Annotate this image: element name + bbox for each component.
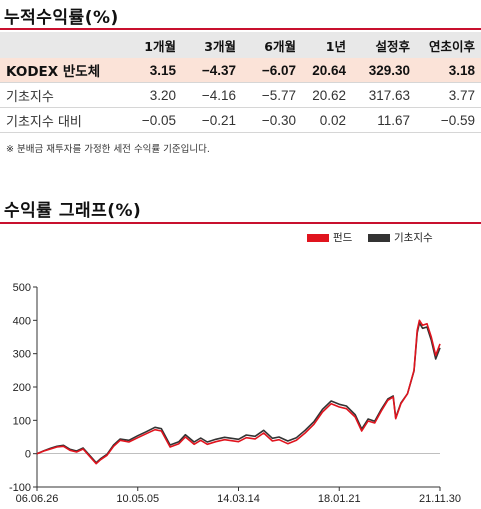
cell-value: −0.30 (242, 107, 302, 133)
y-tick-label: 400 (13, 315, 31, 327)
row-label: 기초지수 (0, 82, 124, 108)
legend-swatch-fund (307, 233, 329, 242)
y-tick-label: -100 (9, 482, 31, 494)
row-label: 기초지수 대비 (0, 107, 124, 133)
table-row-base-index: 기초지수 3.20 −4.16 −5.77 20.62 317.63 3.77 (0, 82, 481, 108)
row-label: KODEX 반도체 (0, 58, 124, 83)
column-header: 3개월 (182, 32, 242, 58)
footnote: ※ 분배금 재투자를 가정한 세전 수익률 기준입니다. (6, 144, 210, 155)
cell-value: −0.21 (182, 107, 242, 133)
legend-item-fund: 펀드 (307, 230, 352, 245)
table-row-kodex-semiconductor: KODEX 반도체 3.15 −4.37 −6.07 20.64 329.30 … (0, 58, 481, 83)
cell-value: −0.05 (124, 107, 182, 133)
cell-value: 20.62 (302, 82, 352, 108)
returns-table-header: 1개월 3개월 6개월 1년 설정후 연초이후 (0, 32, 481, 58)
legend-label-index: 기초지수 (394, 232, 433, 244)
column-header: 1년 (302, 32, 352, 58)
table-title-rule (0, 28, 481, 30)
column-header: 설정후 (352, 32, 416, 58)
legend-label-fund: 펀드 (333, 232, 353, 244)
x-tick-label: 06.06.26 (16, 493, 59, 505)
y-tick-label: 200 (13, 382, 31, 394)
cell-value: 317.63 (352, 82, 416, 108)
cell-value: −4.37 (182, 58, 242, 83)
x-tick-label: 10.05.05 (116, 493, 159, 505)
returns-table: 1개월 3개월 6개월 1년 설정후 연초이후 KODEX 반도체 3.15 −… (0, 32, 481, 133)
cell-value: −0.59 (416, 107, 481, 133)
table-title: 누적수익률(%) (4, 8, 119, 28)
cell-value: 329.30 (352, 58, 416, 83)
cell-value: 3.18 (416, 58, 481, 83)
y-tick-label: 500 (13, 282, 31, 294)
cell-value: 0.02 (302, 107, 352, 133)
header-blank-cell (0, 32, 124, 58)
cell-value: 20.64 (302, 58, 352, 83)
y-tick-label: 0 (25, 449, 31, 461)
cell-value: 3.15 (124, 58, 182, 83)
column-header: 6개월 (242, 32, 302, 58)
x-tick-label: 21.11.30 (419, 493, 461, 505)
cell-value: −5.77 (242, 82, 302, 108)
x-tick-label: 14.03.14 (217, 493, 260, 505)
cell-value: 3.20 (124, 82, 182, 108)
cell-value: −4.16 (182, 82, 242, 108)
x-tick-label: 18.01.21 (318, 493, 361, 505)
cell-value: −6.07 (242, 58, 302, 83)
fund-series-line (36, 319, 441, 465)
cell-value: 3.77 (416, 82, 481, 108)
column-header: 1개월 (124, 32, 182, 58)
table-row-vs-base-index: 기초지수 대비 −0.05 −0.21 −0.30 0.02 11.67 −0.… (0, 107, 481, 133)
graph-title-rule (0, 222, 481, 224)
column-header: 연초이후 (416, 32, 481, 58)
y-tick-label: 100 (13, 415, 31, 427)
cell-value: 11.67 (352, 107, 416, 133)
legend-item-index: 기초지수 (368, 230, 433, 245)
y-tick-label: 300 (13, 349, 31, 361)
legend-swatch-index (368, 233, 390, 242)
graph-title: 수익률 그래프(%) (4, 201, 142, 221)
